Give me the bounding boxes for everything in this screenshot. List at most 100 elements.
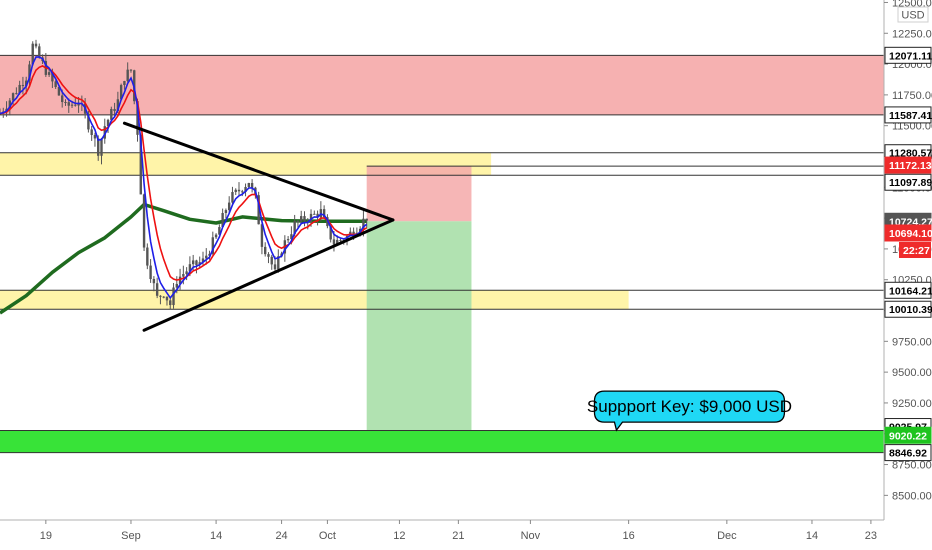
currency-label: USD <box>901 10 924 22</box>
price-tick-label: 8500.00 <box>892 490 932 502</box>
candle-body <box>100 138 103 156</box>
price-badge-label: 10010.39 <box>889 304 932 316</box>
candle-body <box>123 81 126 86</box>
candle-body <box>234 189 237 193</box>
candle-body <box>54 81 57 88</box>
candle-body <box>119 85 123 100</box>
candle-body <box>165 296 169 301</box>
candle-body <box>244 186 247 192</box>
price-badge-label: 11097.89 <box>889 177 932 189</box>
price-badge <box>884 300 932 318</box>
candle-body <box>250 183 254 188</box>
price-tick-label: 11750.00 <box>892 90 932 102</box>
price-badge <box>884 106 932 124</box>
time-tick-label: 24 <box>275 530 287 542</box>
price-badge <box>884 281 932 299</box>
candle-body <box>198 262 201 265</box>
candle-body <box>64 102 67 104</box>
candle-body <box>214 234 218 238</box>
candle-body <box>178 276 182 284</box>
candle-body <box>264 246 267 255</box>
candle-body <box>293 221 296 235</box>
candle-body <box>90 129 93 136</box>
candle-body <box>182 274 185 277</box>
price-tick-label: 9750.00 <box>892 336 932 348</box>
candle-body <box>339 239 342 241</box>
time-tick-label: 14 <box>210 530 222 542</box>
triangle-pattern[interactable] <box>122 121 395 332</box>
position-layer <box>366 166 472 431</box>
price-tick-label: 8750.00 <box>892 460 932 472</box>
candle-body <box>11 93 15 101</box>
time-tick-label: 16 <box>622 530 634 542</box>
time-tick-label: 12 <box>393 530 405 542</box>
candle-body <box>129 69 133 71</box>
candle-body <box>257 195 260 225</box>
time-tick-label: 21 <box>452 530 464 542</box>
triangle-lower-line[interactable] <box>142 218 395 332</box>
price-badge-label: 8846.92 <box>889 448 927 460</box>
candle-body <box>329 226 332 240</box>
candle-body <box>87 113 90 130</box>
candle-body <box>113 108 116 112</box>
candle-body <box>93 135 97 139</box>
candle-body <box>146 247 149 266</box>
candle-body <box>277 256 280 270</box>
candle-body <box>188 264 192 272</box>
price-axis[interactable]: 8500.008750.009000.009250.009500.009750.… <box>883 0 932 550</box>
candle-body <box>309 213 313 223</box>
candle-body <box>221 213 224 228</box>
candle-body <box>273 264 277 270</box>
candle-body <box>211 237 215 254</box>
lower-support-zone <box>0 290 629 310</box>
candle-body <box>218 227 221 235</box>
level-lines-layer <box>0 54 884 454</box>
position-target-area <box>366 221 472 431</box>
price-badge-label: 11587.41 <box>889 110 932 122</box>
candle-body <box>191 260 195 265</box>
countdown-badge <box>899 241 931 258</box>
support-callout[interactable]: Suppport Key: $9,000 USD <box>587 390 792 432</box>
candle-body <box>162 296 165 298</box>
candle-body <box>267 254 270 257</box>
candle-body <box>260 224 264 247</box>
price-badge-label: 11172.13 <box>889 160 932 172</box>
position-stop-area <box>366 166 472 222</box>
price-tick-label: 12250.00 <box>892 28 932 40</box>
price-badge-label: 10694.10 <box>889 228 932 240</box>
time-tick-label: Oct <box>319 530 336 542</box>
price-tick-label: 11500.00 <box>892 121 932 133</box>
candle-body <box>136 101 139 135</box>
candle-body <box>286 239 290 241</box>
price-tick-label: 9500.00 <box>892 367 932 379</box>
candle-body <box>205 255 208 259</box>
callout-bubble[interactable] <box>593 390 786 432</box>
callout-text: Suppport Key: $9,000 USD <box>587 397 792 416</box>
candle-body <box>332 239 336 245</box>
resistance-zone <box>0 55 884 115</box>
candle-body <box>103 126 106 139</box>
candle-body <box>303 216 306 222</box>
candle-body <box>8 100 12 109</box>
candle-body <box>106 119 110 127</box>
candle-body <box>316 213 319 218</box>
candle-body <box>51 72 54 82</box>
price-badge <box>884 224 932 242</box>
candle-body <box>159 295 162 297</box>
candle-body <box>185 271 188 275</box>
candle-body <box>34 43 38 47</box>
candle-body <box>296 221 300 223</box>
candle-body <box>241 191 244 193</box>
currency-box[interactable] <box>897 6 929 23</box>
candle-body <box>362 218 365 229</box>
candle-body <box>227 202 231 211</box>
ma-short-layer <box>0 56 368 300</box>
time-axis[interactable]: 19 Sep 14 24 Oct 12 21 Nov 16 Dec 14 23 <box>0 519 932 550</box>
candle-body <box>142 194 146 248</box>
candle-body <box>110 108 113 120</box>
triangle-upper-line[interactable] <box>122 121 395 222</box>
candle-body <box>116 99 120 112</box>
price-badge <box>884 173 932 191</box>
candle-body <box>175 283 178 288</box>
